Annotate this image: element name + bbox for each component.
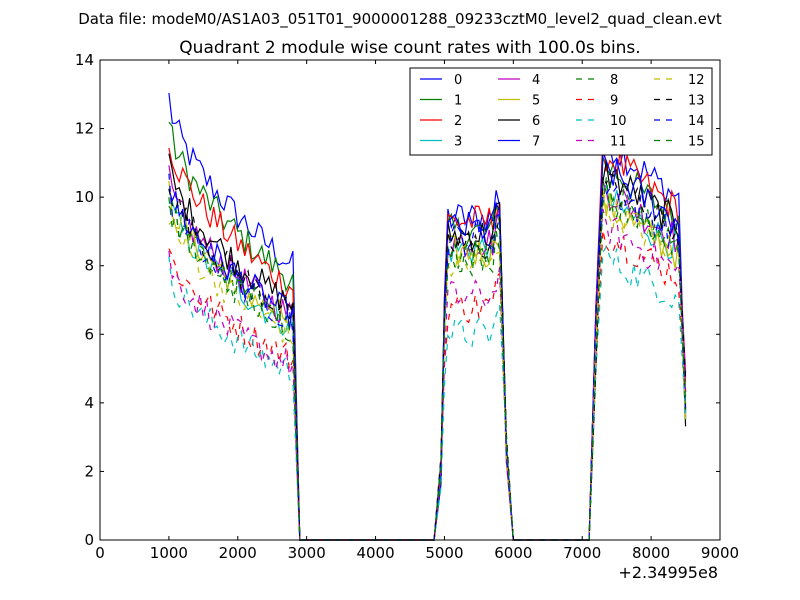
- y-tick-label: 8: [84, 257, 94, 275]
- y-tick-label: 10: [75, 188, 94, 206]
- x-tick-label: 9000: [701, 544, 739, 562]
- x-tick-label: 3000: [288, 544, 326, 562]
- legend-label-1: 1: [454, 94, 462, 109]
- suptitle: Data file: modeM0/AS1A03_051T01_90000012…: [78, 10, 722, 29]
- legend-label-5: 5: [532, 94, 540, 109]
- y-tick-label: 12: [75, 120, 94, 138]
- series-line-0: [168, 92, 687, 541]
- legend-label-13: 13: [688, 94, 705, 109]
- x-tick-label: 4000: [356, 544, 394, 562]
- series-line-6: [168, 153, 687, 541]
- y-tick-label: 6: [84, 325, 94, 343]
- y-tick-label: 4: [84, 394, 94, 412]
- series-line-14: [168, 173, 687, 541]
- legend-label-11: 11: [610, 135, 627, 150]
- x-tick-label: 8000: [632, 544, 670, 562]
- series-line-7: [168, 152, 687, 541]
- chart-title: Quadrant 2 module wise count rates with …: [179, 38, 640, 58]
- legend-label-9: 9: [610, 94, 618, 109]
- x-axis: 0 1000 2000 3000 4000 5000 6000 7000 8000 9000: [95, 60, 739, 562]
- plot-area: 0 1000 2000 3000 4000 5000 6000 7000 8000 9000 0 2…: [75, 51, 739, 562]
- legend-label-10: 10: [610, 114, 627, 129]
- y-tick-label: 0: [84, 531, 94, 549]
- x-tick-label: 6000: [494, 544, 532, 562]
- series-line-15: [168, 177, 687, 541]
- legend-label-14: 14: [688, 114, 705, 129]
- series-line-13: [168, 173, 687, 541]
- y-tick-label: 14: [75, 51, 94, 69]
- x-tick-label: 7000: [563, 544, 601, 562]
- x-tick-label: 1000: [150, 544, 188, 562]
- legend-label-7: 7: [532, 135, 540, 150]
- x-tick-label: 2000: [219, 544, 257, 562]
- axes-frame: [99, 59, 721, 541]
- series-line-10: [168, 245, 687, 541]
- legend-label-8: 8: [610, 73, 618, 88]
- series-line-11: [168, 208, 687, 541]
- series-layer: [168, 92, 687, 541]
- legend-label-3: 3: [454, 135, 462, 150]
- x-tick-label: 5000: [425, 544, 463, 562]
- series-line-12: [168, 190, 687, 541]
- legend-label-12: 12: [688, 73, 705, 88]
- legend-label-2: 2: [454, 114, 462, 129]
- legend-label-4: 4: [532, 73, 540, 88]
- legend-box: [409, 67, 713, 156]
- legend-label-6: 6: [532, 114, 540, 129]
- legend-label-0: 0: [454, 73, 462, 88]
- series-line-2: [168, 136, 687, 541]
- series-line-3: [168, 182, 687, 541]
- x-tick-label: 0: [95, 544, 105, 562]
- y-tick-label: 2: [84, 462, 94, 480]
- x-offset-label: +2.34995e8: [618, 563, 718, 582]
- legend-label-15: 15: [688, 135, 705, 150]
